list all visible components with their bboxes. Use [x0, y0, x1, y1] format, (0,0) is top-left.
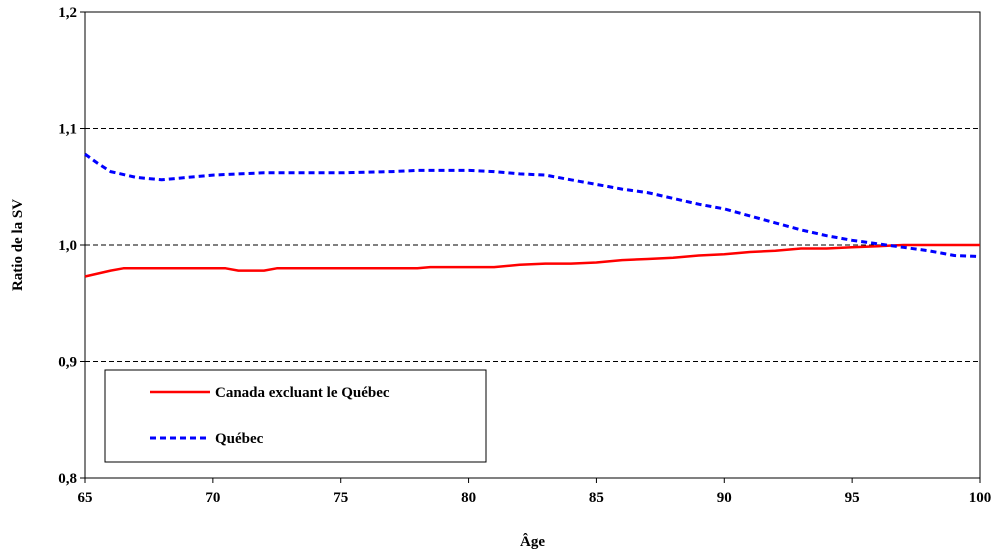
y-axis-ticks: 0,8 0,9 1,0 1,1 1,2 [58, 5, 85, 487]
y-tick-label: 1,2 [58, 5, 77, 21]
x-tick-label: 90 [717, 490, 732, 506]
y-tick-label: 0,9 [58, 355, 77, 371]
y-tick-label: 1,1 [58, 122, 77, 138]
x-tick-label: 65 [78, 490, 93, 506]
x-tick-label: 85 [589, 490, 604, 506]
x-tick-label: 100 [969, 490, 992, 506]
y-axis-title: Ratio de la SV [10, 199, 26, 291]
y-tick-label: 1,0 [58, 238, 77, 254]
legend-box [104, 369, 487, 463]
legend-label-2: Québec [215, 431, 264, 447]
x-axis-title: Âge [520, 533, 545, 550]
x-tick-label: 95 [845, 490, 860, 506]
x-tick-label: 70 [205, 490, 220, 506]
x-tick-label: 75 [333, 490, 348, 506]
legend: Canada excluant le Québec Québec [104, 369, 487, 463]
x-tick-label: 80 [461, 490, 476, 506]
y-tick-label: 0,8 [58, 471, 77, 487]
legend-label-1: Canada excluant le Québec [215, 385, 390, 401]
grid-lines [85, 128, 980, 362]
x-axis-ticks: 65 70 75 80 85 90 95 100 [78, 478, 992, 506]
series-line-2 [84, 152, 981, 259]
series-line-1 [84, 243, 980, 278]
series-lines [84, 152, 981, 278]
